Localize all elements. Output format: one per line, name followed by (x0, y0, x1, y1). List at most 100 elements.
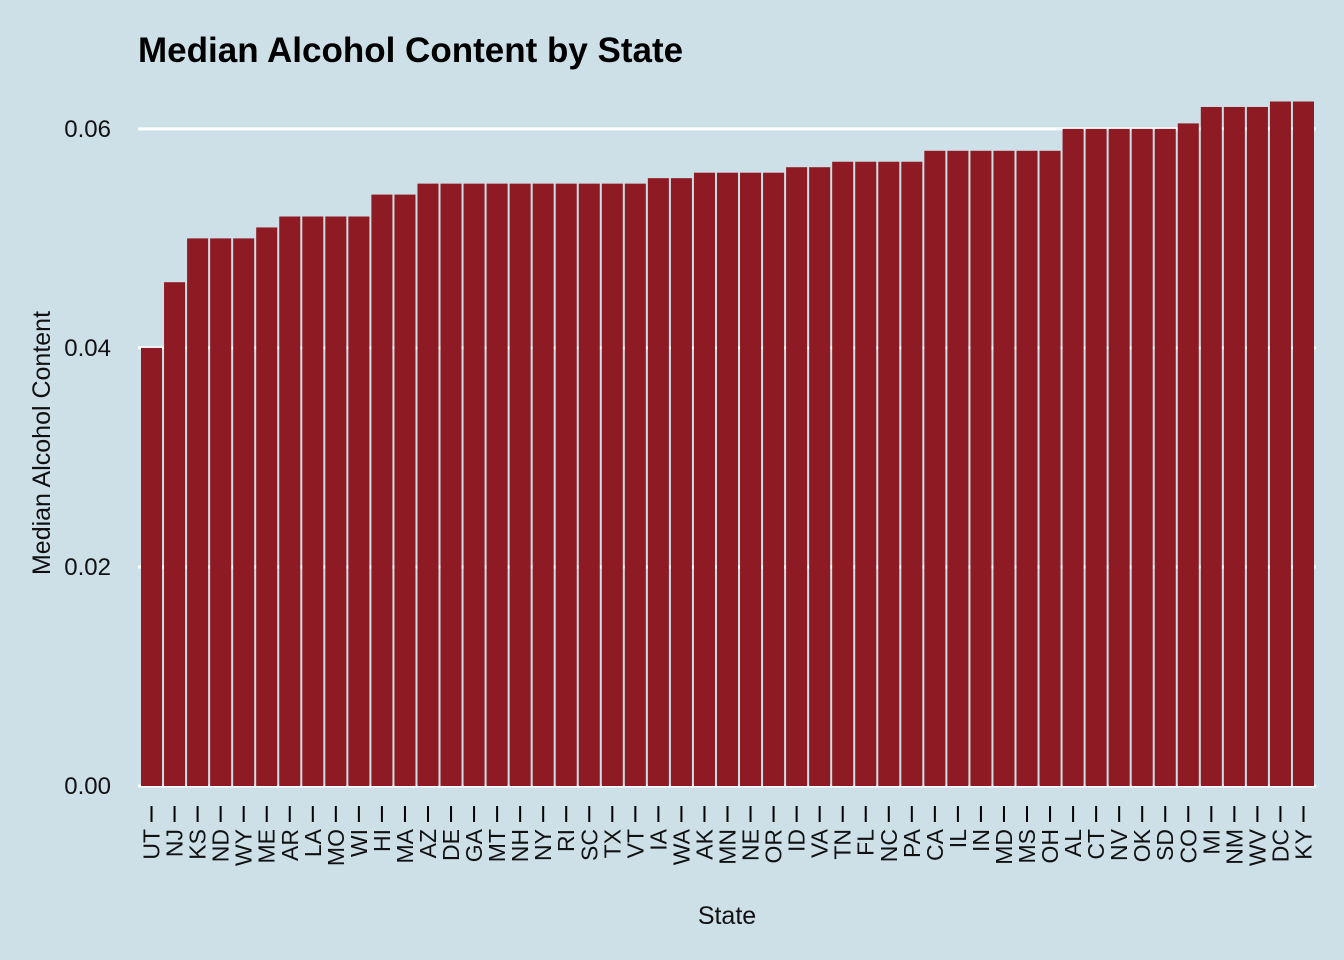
x-tick-label: NC (876, 829, 902, 862)
x-tick-label: MS (1014, 829, 1040, 864)
bar-co (1177, 123, 1199, 787)
bar-nh (509, 183, 531, 786)
x-tick-label: DC (1267, 829, 1293, 862)
bar-tn (832, 161, 854, 787)
x-tick-label: AR (277, 829, 303, 861)
bar-ca (924, 150, 946, 786)
x-tick-label: AK (691, 828, 717, 859)
y-axis-ticks: 0.00 0.02 0.04 0.06 (64, 116, 111, 800)
x-tick-label: VT (622, 829, 648, 858)
bar-nj (164, 282, 186, 786)
bar-mo (325, 216, 347, 787)
bar-ky (1292, 101, 1314, 786)
y-tick-label: 0.04 (64, 335, 111, 362)
x-tick-label: OR (761, 829, 787, 864)
bar-il (947, 150, 969, 786)
x-tick-label: SD (1152, 829, 1178, 861)
x-tick-label: ME (254, 829, 280, 864)
x-tick-label: NM (1221, 829, 1247, 865)
bar-oh (1039, 150, 1061, 786)
x-tick-label: KY (1290, 829, 1316, 860)
x-axis-ticks: UTNJKSNDWYMEARLAMOWIHIMAAZDEGAMTNHNYRISC… (139, 806, 1316, 866)
x-tick-label: WA (668, 828, 694, 865)
bar-az (417, 183, 439, 786)
bar-or (763, 172, 785, 787)
x-tick-label: SC (576, 829, 602, 861)
bars (141, 101, 1314, 787)
bar-sd (1154, 128, 1176, 786)
x-tick-label: CA (922, 828, 948, 861)
x-tick-label: VA (807, 828, 833, 858)
x-tick-label: HI (369, 829, 395, 852)
bar-mt (486, 183, 508, 786)
bar-pa (901, 161, 923, 787)
x-tick-label: LA (300, 828, 326, 857)
bar-mn (716, 172, 739, 787)
x-tick-label: ND (208, 829, 234, 862)
bar-nc (878, 161, 900, 787)
bar-ma (394, 194, 416, 787)
bar-ut (141, 347, 163, 786)
x-tick-label: CT (1083, 829, 1109, 860)
y-tick-label: 0.06 (64, 116, 111, 143)
bar-ia (647, 178, 669, 786)
x-tick-label: NV (1106, 828, 1132, 861)
bar-wa (670, 178, 692, 786)
x-tick-label: TN (830, 829, 856, 860)
bar-ri (555, 183, 577, 786)
x-tick-label: MO (323, 829, 349, 866)
x-tick-label: DE (438, 829, 464, 861)
bar-dc (1269, 101, 1291, 786)
bar-ms (1016, 150, 1038, 786)
bar-tx (601, 183, 623, 786)
x-tick-label: MA (392, 828, 418, 863)
bar-me (256, 227, 278, 786)
bar-ok (1131, 128, 1153, 786)
x-tick-label: RI (553, 829, 579, 852)
x-tick-label: MN (715, 829, 741, 865)
bar-wi (348, 216, 370, 787)
bar-ny (532, 183, 554, 786)
x-tick-label: WV (1244, 828, 1270, 866)
bar-ak (693, 172, 715, 787)
bar-la (302, 216, 324, 787)
x-tick-label: FL (853, 829, 879, 856)
x-tick-label: WY (231, 829, 257, 866)
bar-ct (1085, 128, 1107, 786)
y-axis-title: Median Alcohol Content (28, 311, 56, 575)
chart-title: Median Alcohol Content by State (138, 31, 683, 70)
bar-in (970, 150, 992, 786)
bar-al (1062, 128, 1084, 786)
x-tick-label: MI (1198, 829, 1224, 855)
bar-nd (210, 238, 232, 786)
bar-va (809, 167, 831, 786)
x-tick-label: NJ (162, 829, 188, 857)
bar-ar (279, 216, 301, 787)
x-tick-label: UT (139, 829, 165, 860)
bar-sc (578, 183, 600, 786)
bar-vt (624, 183, 646, 786)
x-tick-label: AZ (415, 829, 441, 858)
bar-nv (1108, 128, 1130, 786)
x-tick-label: TX (599, 829, 625, 858)
bar-wv (1246, 106, 1268, 786)
x-tick-label: IA (645, 828, 671, 850)
x-tick-label: IN (968, 829, 994, 852)
x-tick-label: NH (507, 829, 533, 862)
x-tick-label: NE (738, 829, 764, 861)
x-tick-label: AL (1060, 829, 1086, 857)
x-tick-label: OK (1129, 828, 1155, 862)
x-tick-label: PA (899, 828, 925, 858)
x-tick-label: ID (784, 829, 810, 852)
x-tick-label: KS (185, 829, 211, 860)
bar-md (993, 150, 1015, 786)
x-tick-label: OH (1037, 829, 1063, 864)
bar-ne (740, 172, 762, 787)
bar-ks (187, 238, 209, 786)
x-axis-title: State (698, 902, 756, 930)
y-tick-label: 0.00 (64, 773, 111, 800)
x-tick-label: MT (484, 829, 510, 862)
bar-wy (233, 238, 255, 786)
x-tick-label: WI (346, 829, 372, 857)
